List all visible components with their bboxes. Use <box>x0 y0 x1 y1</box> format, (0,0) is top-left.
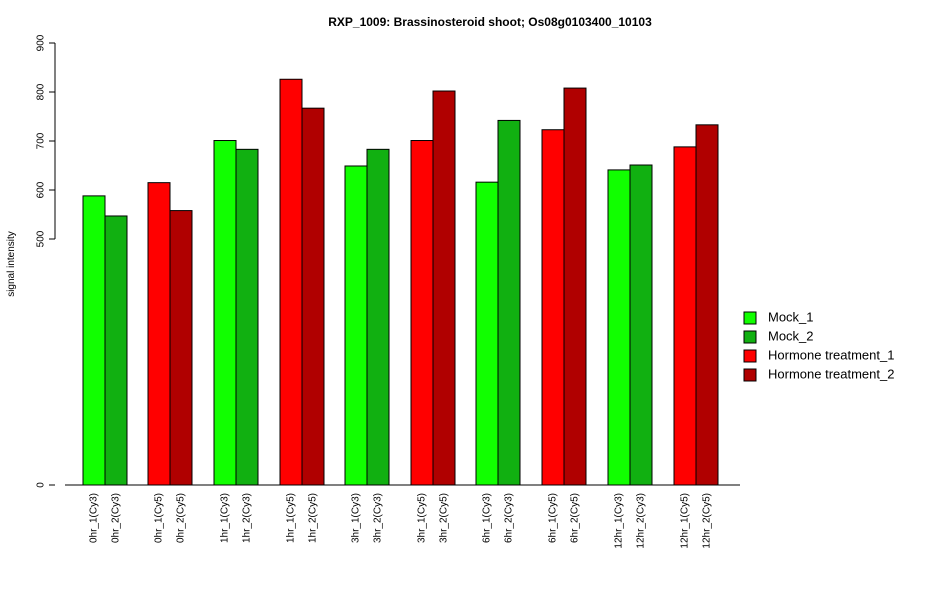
y-tick-label: 0 <box>36 482 47 488</box>
bar <box>432 90 456 486</box>
legend-swatch <box>743 311 757 325</box>
chart-title: RXP_1009: Brassinosteroid shoot; Os08g01… <box>328 15 652 29</box>
x-tick-label: 12hr_1(Cy5) <box>680 493 691 549</box>
bars-group <box>82 78 719 486</box>
x-tick-label: 3hr_1(Cy5) <box>417 493 428 543</box>
y-tick-label: 700 <box>36 132 47 149</box>
bar <box>147 182 171 486</box>
legend-label: Hormone treatment_1 <box>768 347 894 362</box>
legend-swatch <box>743 368 757 382</box>
x-tick-label: 0hr_2(Cy3) <box>111 493 122 543</box>
y-tick-label: 600 <box>36 181 47 198</box>
legend-label: Hormone treatment_2 <box>768 366 894 381</box>
x-tick-label: 0hr_1(Cy3) <box>89 493 100 543</box>
x-tick-label: 1hr_2(Cy3) <box>242 493 253 543</box>
x-tick-label: 6hr_2(Cy5) <box>570 493 581 543</box>
y-tick-label: 800 <box>36 83 47 100</box>
x-tick-label: 0hr_2(Cy5) <box>176 493 187 543</box>
x-tick-label: 3hr_2(Cy3) <box>373 493 384 543</box>
x-tick-label: 12hr_1(Cy3) <box>614 493 625 549</box>
bar <box>629 164 653 486</box>
x-tick-label: 1hr_2(Cy5) <box>308 493 319 543</box>
y-axis: 0 500 600 700 800 900 <box>36 34 56 488</box>
bar <box>344 165 368 486</box>
bar <box>169 210 193 486</box>
bar <box>301 107 325 486</box>
legend-swatch <box>743 330 757 344</box>
y-tick-label: 900 <box>36 34 47 51</box>
legend: Mock_1 Mock_2 Hormone treatment_1 Hormone t… <box>743 309 894 382</box>
bar <box>497 119 521 486</box>
bar <box>475 181 499 486</box>
x-tick-label: 0hr_1(Cy5) <box>154 493 165 543</box>
y-axis-label: signal intensity <box>6 231 17 297</box>
x-tick-label: 1hr_1(Cy5) <box>286 493 297 543</box>
x-tick-label: 12hr_2(Cy5) <box>702 493 713 549</box>
bar <box>673 146 697 486</box>
bar <box>410 140 434 486</box>
x-tick-label: 12hr_2(Cy3) <box>636 493 647 549</box>
legend-swatch <box>743 349 757 363</box>
bar <box>366 148 390 486</box>
y-tick-label: 500 <box>36 230 47 247</box>
bar <box>695 124 719 486</box>
bar <box>235 148 259 486</box>
legend-label: Mock_1 <box>768 309 814 324</box>
bar <box>82 195 106 486</box>
bar <box>213 140 237 486</box>
x-tick-label: 3hr_1(Cy3) <box>351 493 362 543</box>
bar <box>563 87 587 486</box>
bar <box>607 169 631 486</box>
bar <box>279 78 303 486</box>
x-tick-labels: 0hr_1(Cy3) 0hr_2(Cy3) 0hr_1(Cy5) 0hr_2(Cy5)… <box>89 493 713 549</box>
bar <box>104 215 128 486</box>
x-tick-label: 6hr_2(Cy3) <box>504 493 515 543</box>
x-tick-label: 6hr_1(Cy3) <box>482 493 493 543</box>
x-tick-label: 6hr_1(Cy5) <box>548 493 559 543</box>
bar <box>541 129 565 486</box>
x-tick-label: 3hr_2(Cy5) <box>439 493 450 543</box>
legend-label: Mock_2 <box>768 328 814 343</box>
x-tick-label: 1hr_1(Cy3) <box>220 493 231 543</box>
